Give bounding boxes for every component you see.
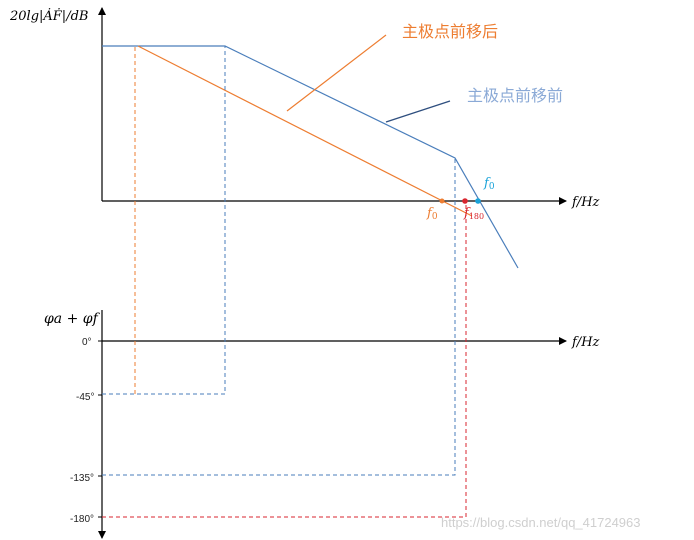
magnitude-curve-before [102,45,519,269]
phase-f180-line [102,201,467,518]
phase-curve-before [102,46,226,395]
watermark-text: https://blog.csdn.net/qq_41724963 [441,515,641,530]
magnitude-curve-after [137,45,473,217]
annotation-after-text: 主极点前移后 [402,22,498,41]
annotation-before-text: 主极点前移前 [467,86,563,105]
magnitude-y-label: 20lg|ȦḞ|/dB [9,7,88,24]
phase-y-label: φa + φf [44,311,101,327]
tick-label-180: -180° [70,514,94,525]
magnitude-plot: 20lg|ȦḞ|/dB f/Hz 主极点前移后 主极点前移前 f0 f0 f18… [9,7,600,269]
phase-plot: 0° -45° -135° -180° φa + φf f/Hz [44,46,600,539]
f0-before-marker [475,198,481,204]
magnitude-x-label: f/Hz [571,195,600,210]
f0-before-label: f0 [483,176,495,192]
phase-x-label: f/Hz [571,335,600,350]
f180-label: f180 [463,206,484,221]
f180-marker [462,198,468,204]
tick-label-45: -45° [76,392,94,403]
tick-label-135: -135° [70,473,94,484]
f0-after-marker [439,198,445,204]
annotation-pointer-before [385,100,451,123]
phase-curve-before-135 [102,158,456,476]
f0-after-label: f0 [426,206,438,222]
annotation-pointer-after [286,34,387,112]
tick-label-0: 0° [82,337,92,348]
